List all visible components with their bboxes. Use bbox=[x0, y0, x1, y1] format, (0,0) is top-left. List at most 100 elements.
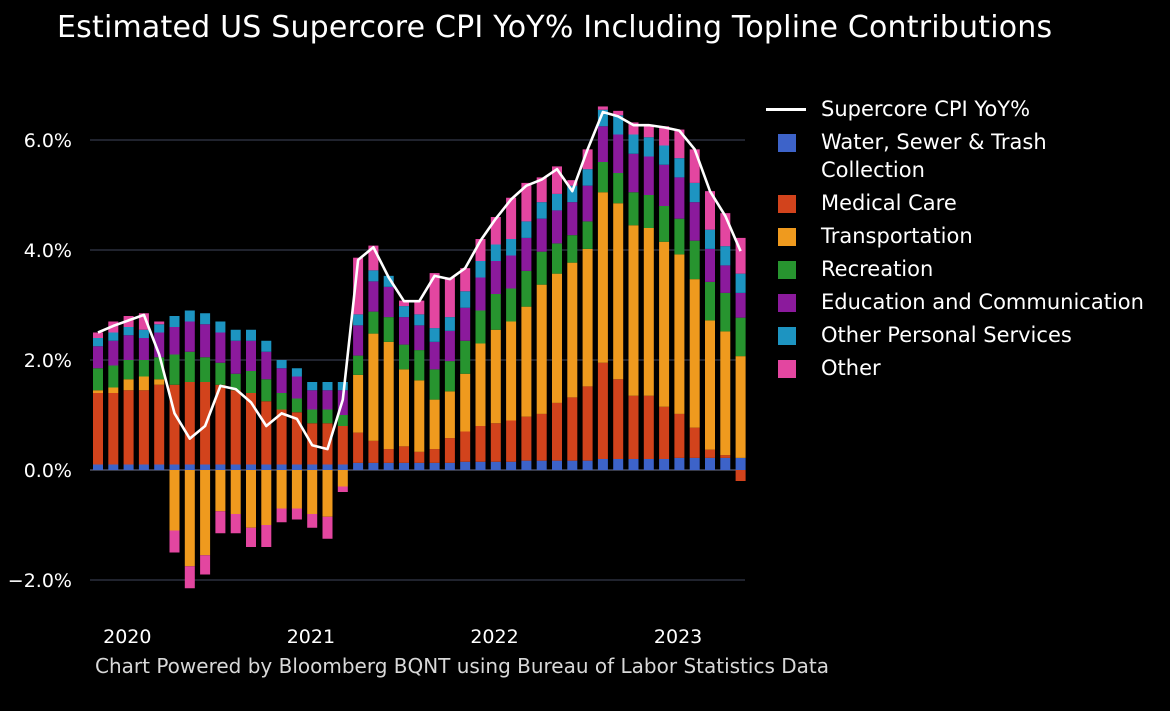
bar-segment bbox=[261, 525, 272, 547]
bar-segment bbox=[643, 156, 654, 195]
bar-segment bbox=[444, 391, 455, 439]
bar-segment bbox=[93, 393, 103, 465]
supercore-line bbox=[97, 110, 742, 451]
bar-segment bbox=[720, 265, 731, 293]
bar-segment bbox=[169, 316, 180, 327]
bar-segment bbox=[399, 300, 409, 307]
bar-segment bbox=[184, 351, 195, 382]
bar-segment bbox=[383, 449, 394, 463]
bar-segment bbox=[353, 314, 364, 326]
bar-segment bbox=[674, 413, 685, 458]
bar-segment bbox=[705, 449, 715, 458]
bar-segment bbox=[689, 202, 700, 241]
legend-item-supercore[interactable]: Supercore CPI YoY% bbox=[766, 95, 1166, 123]
bar-segment bbox=[506, 239, 517, 256]
bar-segment bbox=[444, 361, 455, 392]
bar-segment bbox=[720, 213, 731, 247]
bar-segment bbox=[444, 438, 455, 463]
bar-segment bbox=[735, 273, 746, 293]
bar-segment bbox=[154, 324, 165, 333]
legend-item-other[interactable]: Other bbox=[766, 354, 1166, 382]
bar-segment bbox=[460, 268, 471, 292]
bar-segment bbox=[643, 395, 654, 459]
bar-segment bbox=[536, 251, 547, 285]
bar-segment bbox=[689, 149, 700, 183]
bar-segment bbox=[475, 310, 486, 344]
legend-item-water-sewer-trash[interactable]: Water, Sewer & Trash Collection bbox=[766, 128, 1166, 184]
bar-segment bbox=[460, 291, 471, 308]
bar-segment bbox=[368, 270, 379, 282]
bar-segment bbox=[93, 368, 103, 391]
bar-segment bbox=[154, 464, 165, 470]
bar-segment bbox=[154, 357, 165, 380]
bar-segment bbox=[276, 508, 287, 523]
bar-segment bbox=[506, 321, 517, 421]
legend-item-education-communication[interactable]: Education and Communication bbox=[766, 288, 1166, 316]
bar-segment bbox=[337, 486, 348, 492]
bar-segment bbox=[506, 255, 517, 289]
bar-segment bbox=[720, 457, 731, 470]
legend-item-medical-care[interactable]: Medical Care bbox=[766, 189, 1166, 217]
bar-segment bbox=[567, 460, 578, 470]
bar-segment bbox=[246, 371, 256, 393]
bar-segment bbox=[291, 464, 302, 470]
bar-segment bbox=[307, 382, 318, 391]
bar-segment bbox=[184, 310, 195, 322]
bar-segment bbox=[659, 126, 670, 146]
bar-segment bbox=[597, 362, 608, 459]
bar-segment bbox=[108, 340, 119, 366]
bar-segment bbox=[93, 332, 103, 338]
bar-segment bbox=[582, 460, 593, 470]
bar-segment bbox=[322, 464, 333, 470]
bar-segment bbox=[490, 329, 501, 424]
bar-segment bbox=[429, 399, 440, 450]
bar-segment bbox=[735, 317, 746, 357]
bar-segment bbox=[368, 311, 379, 334]
bar-segment bbox=[689, 457, 700, 470]
legend-item-other-personal-services[interactable]: Other Personal Services bbox=[766, 321, 1166, 349]
bar-segment bbox=[108, 387, 119, 393]
bar-segment bbox=[138, 338, 149, 360]
bar-segment bbox=[613, 134, 624, 173]
bar-segment bbox=[246, 527, 256, 547]
legend-label: Water, Sewer & Trash Collection bbox=[821, 130, 1047, 182]
bar-segment bbox=[659, 241, 670, 407]
bar-segment bbox=[552, 460, 562, 470]
bar-segment bbox=[169, 470, 180, 531]
bar-segment bbox=[307, 470, 318, 514]
bar-segment bbox=[628, 459, 639, 470]
color-swatch-icon bbox=[778, 195, 796, 213]
bar-segment bbox=[613, 203, 624, 380]
bar-segment bbox=[490, 244, 501, 261]
bar-segment bbox=[597, 459, 608, 470]
bar-segment bbox=[567, 185, 578, 203]
bar-segment bbox=[475, 426, 486, 462]
bar-segment bbox=[261, 379, 272, 402]
bar-segment bbox=[536, 460, 547, 470]
bar-segment bbox=[552, 193, 562, 211]
bar-segment bbox=[643, 459, 654, 470]
bar-segment bbox=[674, 158, 685, 178]
bar-segment bbox=[399, 317, 409, 345]
bar-segment bbox=[582, 169, 593, 186]
bar-segment bbox=[138, 313, 149, 330]
bar-segment bbox=[490, 461, 501, 470]
legend-item-recreation[interactable]: Recreation bbox=[766, 255, 1166, 283]
bar-segment bbox=[230, 464, 241, 470]
bar-segment bbox=[123, 335, 134, 360]
bar-segment bbox=[215, 464, 226, 470]
bar-segment bbox=[414, 350, 425, 381]
x-axis-ticks: 2020 2021 2022 2023 bbox=[103, 626, 702, 648]
bar-segment bbox=[383, 317, 394, 342]
bar-segment bbox=[246, 464, 256, 470]
legend-item-transportation[interactable]: Transportation bbox=[766, 222, 1166, 250]
bar-segment bbox=[184, 470, 195, 567]
bar-segment bbox=[184, 321, 195, 352]
bar-segment bbox=[291, 470, 302, 509]
bar-segment bbox=[93, 346, 103, 369]
bar-segment bbox=[276, 409, 287, 465]
bar-segment bbox=[307, 390, 318, 410]
bar-segment bbox=[368, 462, 379, 470]
bar-segment bbox=[414, 451, 425, 463]
bar-segment bbox=[215, 362, 226, 385]
